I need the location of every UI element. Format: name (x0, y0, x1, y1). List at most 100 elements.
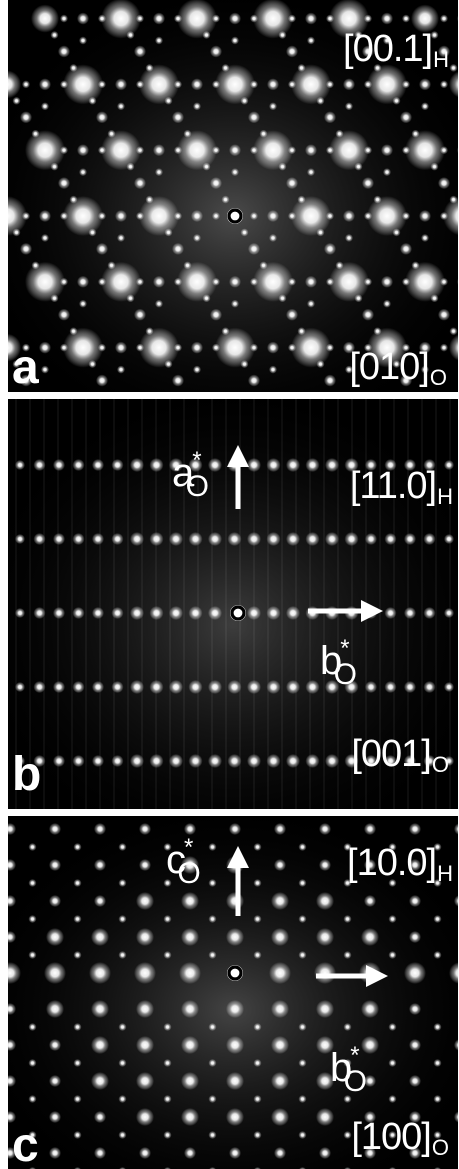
diffraction-spot (210, 177, 222, 190)
diffraction-spot (364, 1111, 376, 1123)
diffraction-spot (329, 130, 369, 171)
diffraction-spot (12, 360, 21, 369)
diffraction-spot (433, 1131, 442, 1139)
diffraction-spot (98, 212, 106, 220)
diffraction-spot (202, 294, 211, 303)
diffraction-spot (63, 327, 103, 368)
diffraction-spot (169, 680, 183, 694)
diffraction-spot (364, 14, 372, 23)
diffraction-spot (440, 14, 448, 23)
diffraction-spot (286, 45, 298, 58)
diffraction-spot (343, 1131, 352, 1139)
diffraction-spot (433, 843, 442, 851)
diffraction-spot (402, 14, 410, 23)
diffraction-spot (253, 843, 262, 851)
diffraction-spot (288, 146, 296, 155)
diffraction-spot (177, 0, 217, 39)
diffraction-spot (88, 228, 97, 237)
diffraction-spot (421, 102, 429, 111)
diffraction-spot (440, 80, 448, 89)
diffraction-spot (12, 96, 21, 105)
diffraction-spot (226, 892, 244, 910)
diffraction-spot (344, 680, 359, 694)
diffraction-spot (444, 534, 454, 544)
diffraction-spot (136, 892, 154, 910)
diffraction-spot (329, 0, 369, 39)
diffraction-spot (361, 928, 379, 946)
diffraction-spot (98, 343, 106, 352)
diffraction-spot (433, 1095, 442, 1103)
diffraction-spot (291, 64, 331, 105)
diffraction-spot (409, 1111, 421, 1123)
diffraction-spot (91, 1000, 109, 1018)
diffraction-spot (409, 1039, 421, 1051)
diffraction-spot (443, 196, 458, 236)
diffraction-spot (421, 365, 429, 374)
diffraction-spot (8, 1147, 16, 1159)
diffraction-spot (163, 915, 172, 923)
diffraction-spot (400, 242, 412, 255)
diffraction-spot (181, 1108, 199, 1126)
diffraction-spot (28, 951, 37, 959)
diffraction-spot (271, 1072, 289, 1090)
diffraction-spot (449, 334, 458, 361)
diffraction-spot (388, 1131, 397, 1139)
diffraction-spot (94, 859, 106, 871)
diffraction-spot (58, 308, 70, 321)
diffraction-spot (53, 755, 65, 767)
diffraction-spot (316, 1072, 334, 1090)
diffraction-spot (44, 962, 66, 984)
diffraction-spot (344, 754, 359, 768)
diffraction-spot (8, 196, 27, 236)
diffraction-spot (409, 1075, 421, 1087)
diffraction-spot (305, 144, 317, 157)
diffraction-spot (444, 756, 454, 766)
diffraction-spot (384, 755, 397, 767)
diffraction-spot (405, 261, 445, 302)
diffraction-spot (288, 14, 296, 23)
diffraction-panel-b: [11.0]H [001]O b a*O b*O (8, 399, 458, 809)
diffraction-spot (305, 12, 317, 25)
diffraction-spot (419, 341, 431, 354)
diffraction-spot (392, 228, 401, 237)
diffraction-spot (231, 168, 239, 177)
diffraction-spot (253, 1095, 262, 1103)
diffraction-spot (384, 459, 397, 471)
diffraction-spot (208, 915, 217, 923)
diffraction-spot (402, 212, 410, 220)
diffraction-spot (343, 1059, 352, 1067)
diffraction-spot (15, 756, 25, 766)
diffraction-spot (229, 12, 241, 25)
diffraction-spot (324, 111, 336, 124)
diffraction-spot (136, 14, 144, 23)
diffraction-spot (271, 1108, 289, 1126)
diffraction-spot (184, 1147, 196, 1159)
diffraction-spot (326, 212, 334, 220)
diffraction-spot (248, 111, 260, 124)
diffraction-spot (130, 680, 144, 694)
diffraction-spot (111, 607, 124, 619)
diffraction-spot (136, 1108, 154, 1126)
diffraction-spot (8, 859, 16, 871)
diffraction-spot (325, 532, 339, 546)
diffraction-spot (325, 680, 339, 694)
diffraction-spot (49, 1075, 61, 1087)
diffraction-spot (33, 681, 46, 693)
diffraction-spot (404, 755, 416, 767)
diffraction-spot (274, 859, 286, 871)
diffraction-spot (345, 102, 353, 111)
diffraction-spot (247, 754, 261, 768)
diffraction-spot (28, 843, 37, 851)
diffraction-pattern-c (8, 816, 458, 1169)
diffraction-spot (184, 823, 196, 835)
diffraction-spot (115, 210, 127, 222)
diffraction-spot (136, 1000, 154, 1018)
diffraction-spot (384, 607, 397, 619)
diffraction-spot (88, 360, 97, 369)
diffraction-spot (383, 36, 391, 45)
panel-letter-a: a (12, 341, 39, 392)
diffraction-spot (365, 681, 377, 693)
diffraction-spot (149, 458, 164, 472)
diffraction-spot (364, 823, 376, 835)
diffraction-spot (169, 754, 183, 768)
